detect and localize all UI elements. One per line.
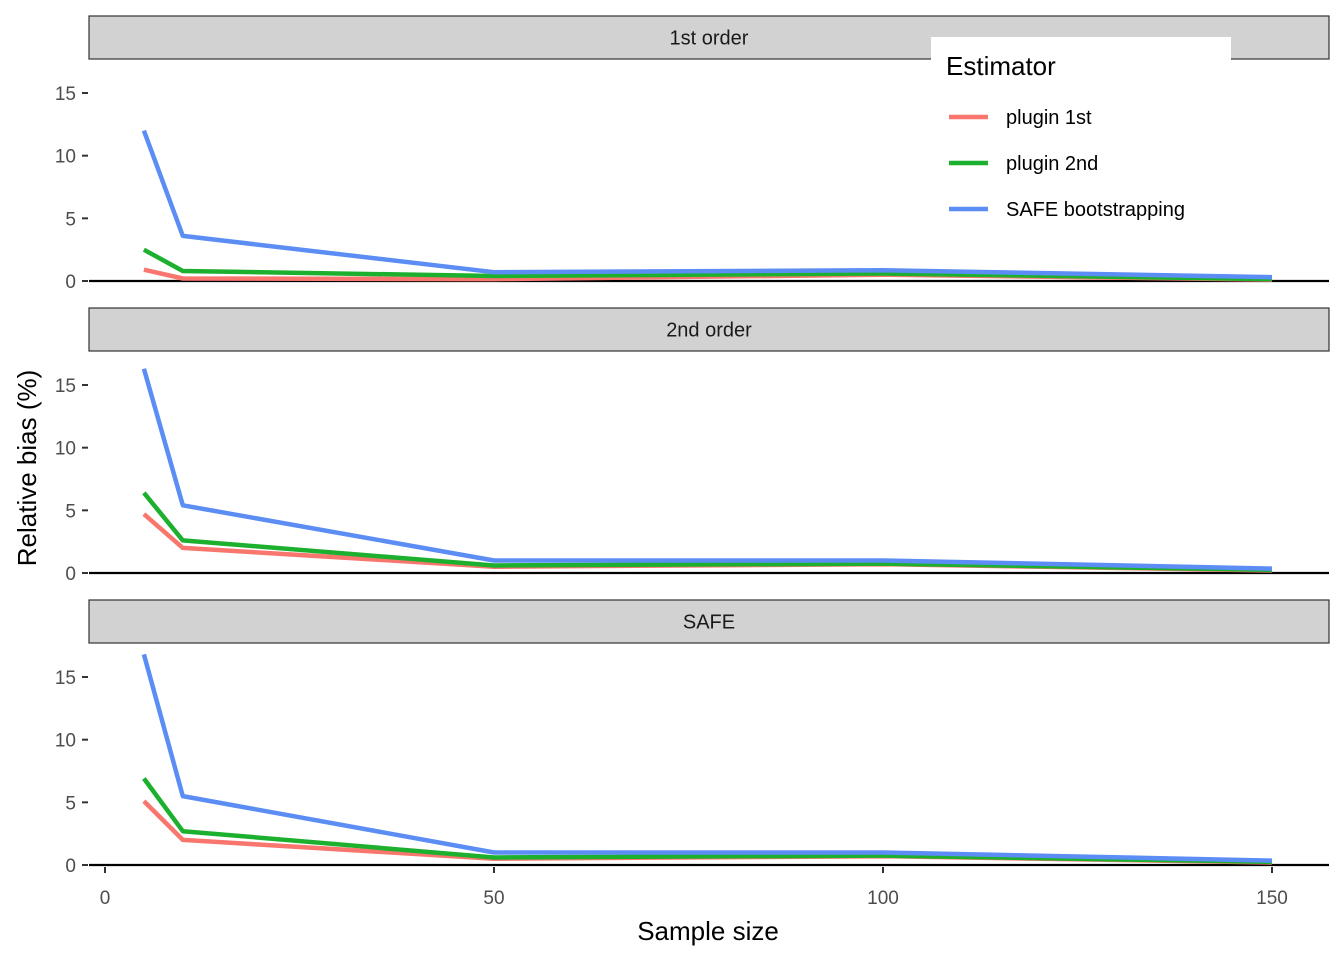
- y-tick-label: 10: [55, 439, 76, 460]
- y-tick-label: 10: [55, 731, 76, 752]
- legend-title: Estimator: [946, 51, 1056, 81]
- facet-strip-label: 1st order: [670, 28, 749, 50]
- facet-strip-label: SAFE: [683, 612, 735, 634]
- series-line: [142, 777, 1273, 865]
- x-tick-label: 100: [867, 888, 899, 909]
- y-tick-label: 5: [65, 209, 76, 230]
- y-tick-label: 10: [55, 147, 76, 168]
- series-line: [142, 247, 1273, 282]
- x-tick-label: 0: [100, 888, 111, 909]
- y-tick-label: 15: [55, 376, 76, 397]
- x-axis: 0 50 100 150: [100, 867, 1288, 909]
- x-axis-title: Sample size: [637, 916, 779, 946]
- legend: Estimator plugin 1st plugin 2nd SAFE bootst…: [931, 37, 1231, 237]
- legend-entry-label: plugin 2nd: [1006, 153, 1098, 175]
- y-tick-label: 15: [55, 668, 76, 689]
- y-axis-title: Relative bias (%): [12, 370, 42, 567]
- facet-panels: 1st order 0 5 10 15 2nd order 0 5 10 15 SAFE 0 5 10 15: [55, 15, 1330, 877]
- x-tick-label: 50: [483, 888, 504, 909]
- legend-entry-label: plugin 1st: [1006, 107, 1092, 129]
- series-line: [141, 653, 1273, 863]
- facet-strip: [88, 599, 1330, 644]
- series-line: [142, 491, 1273, 573]
- y-tick-label: 5: [65, 501, 76, 522]
- y-tick-label: 0: [65, 272, 76, 293]
- y-tick-label: 0: [65, 564, 76, 585]
- x-tick-label: 150: [1256, 888, 1288, 909]
- y-tick-label: 0: [65, 856, 76, 877]
- series-line: [141, 129, 1273, 280]
- series-line: [141, 368, 1273, 571]
- legend-entry-label: SAFE bootstrapping: [1006, 199, 1185, 221]
- y-tick-label: 5: [65, 793, 76, 814]
- facet-panel: SAFE 0 5 10 15: [55, 599, 1330, 877]
- facet-strip: [88, 307, 1330, 352]
- facet-panel: 2nd order 0 5 10 15: [55, 307, 1330, 585]
- y-tick-label: 15: [55, 84, 76, 105]
- legend-background: [931, 37, 1231, 237]
- facet-strip-label: 2nd order: [666, 320, 752, 342]
